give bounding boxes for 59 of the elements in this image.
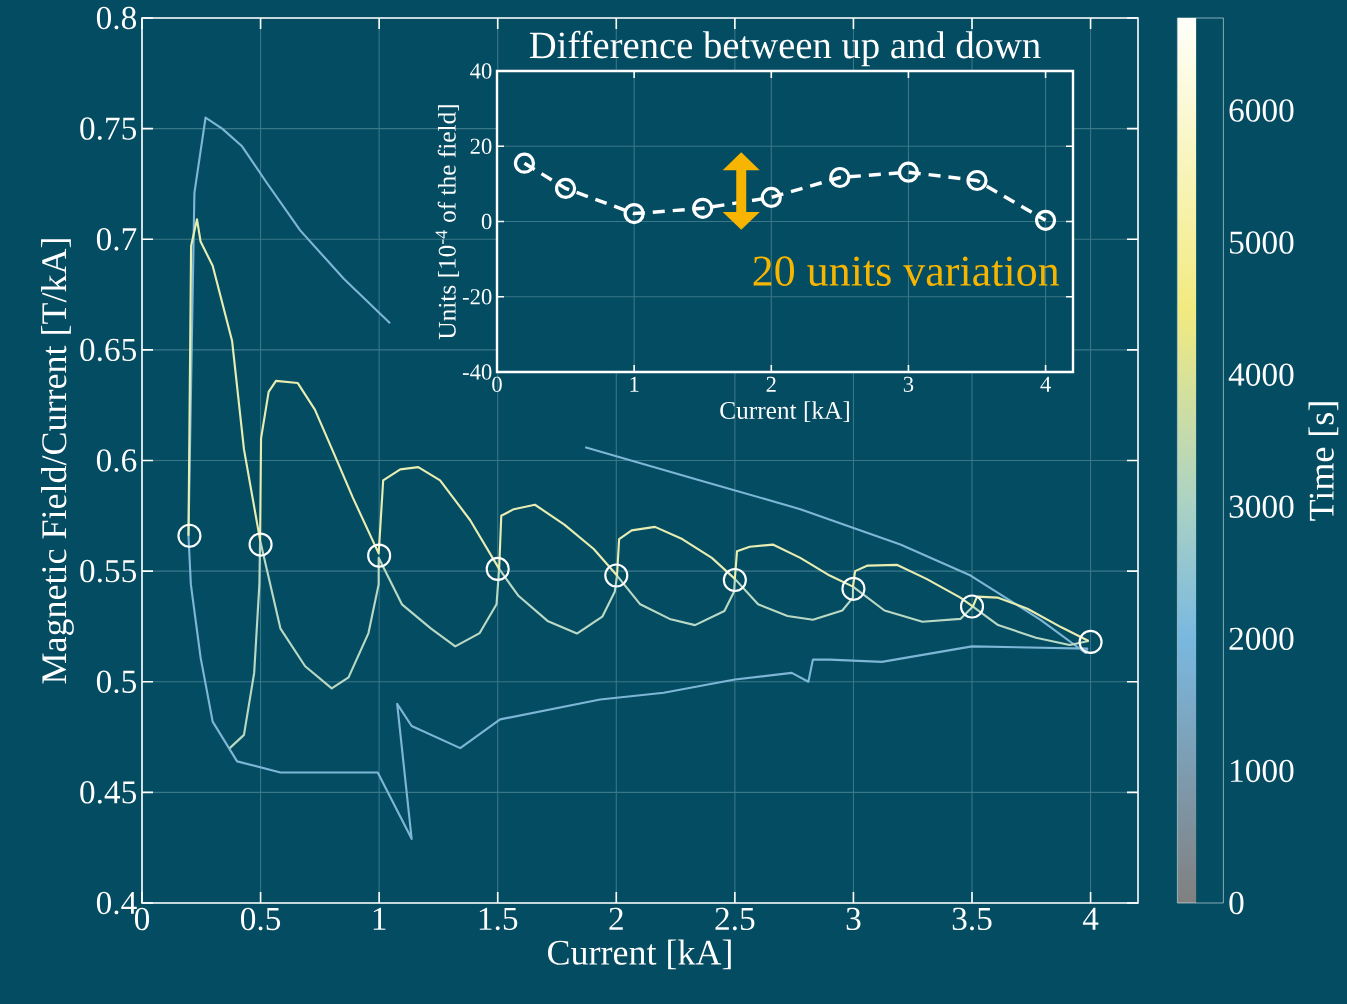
- x-tick-label: 3: [846, 907, 861, 931]
- x-axis-title: Current [kA]: [548, 939, 731, 970]
- color-bar-label: 1000: [1231, 759, 1294, 783]
- point: [604, 563, 629, 588]
- y-axis-title: Magnetic Field/Current [T/kA]: [41, 239, 74, 684]
- color-bar-label: 0: [1229, 891, 1244, 915]
- x-axis-title: Current [kA]: [720, 401, 849, 423]
- point: [760, 186, 782, 209]
- y-tick-label: 0.7: [96, 227, 137, 251]
- y-tick-label: -40: [462, 364, 492, 380]
- x-tick-label: 3: [903, 376, 914, 392]
- color-bar-label: 6000: [1229, 99, 1294, 122]
- y-axis-title: Units [10$^{-4}$ of the field]: [435, 105, 459, 340]
- y-tick-label: 0.45: [80, 781, 136, 804]
- x-tick-label: 1: [630, 376, 639, 392]
- y-tick-label: 0.6: [96, 449, 137, 472]
- annotation: 20 units variation: [753, 256, 1060, 287]
- y-tick-label: 0.8: [96, 6, 137, 30]
- point: [554, 177, 577, 199]
- point: [897, 161, 920, 183]
- point: [1078, 629, 1103, 654]
- point: [623, 203, 645, 225]
- x-tick-label: 2: [766, 376, 776, 392]
- point: [959, 594, 985, 619]
- y-tick-label: 0: [481, 213, 492, 230]
- y-tick-label: 40: [470, 63, 492, 79]
- line-series: [228, 539, 1090, 750]
- x-tick-label: 2.5: [715, 907, 755, 931]
- point: [513, 152, 536, 174]
- x-tick-label: 3.5: [952, 907, 992, 931]
- color-bar-label: 5000: [1230, 231, 1294, 254]
- x-tick-label: 4: [1040, 376, 1051, 392]
- point: [248, 532, 273, 557]
- point: [177, 523, 202, 548]
- y-tick-label: -20: [462, 289, 492, 305]
- color-bar-title: Time [s]: [1308, 402, 1339, 521]
- point: [841, 576, 866, 601]
- point: [1034, 209, 1057, 231]
- y-tick-label: 0.75: [80, 117, 136, 140]
- x-tick-label: 4: [1082, 907, 1099, 930]
- y-tick-label: 0.65: [80, 338, 136, 362]
- chart-title: Difference between up and down: [529, 30, 1041, 67]
- point: [829, 166, 851, 189]
- y-tick-label: 20: [470, 138, 492, 154]
- color-bar-label: 3000: [1229, 495, 1294, 518]
- y-tick-label: 0.4: [96, 891, 137, 915]
- point: [367, 543, 392, 568]
- point: [692, 197, 714, 219]
- y-tick-label: 0.55: [80, 559, 136, 583]
- color-bar-label: 4000: [1228, 363, 1294, 386]
- y-tick-label: 0.5: [96, 670, 136, 694]
- point: [485, 556, 510, 581]
- point: [722, 567, 747, 593]
- x-tick-label: 0.5: [241, 907, 281, 931]
- point: [966, 169, 988, 192]
- x-tick-label: 2: [609, 907, 623, 930]
- x-tick-label: 1.5: [479, 907, 518, 931]
- color-bar-label: 2000: [1229, 627, 1294, 651]
- x-tick-label: 1: [373, 907, 386, 930]
